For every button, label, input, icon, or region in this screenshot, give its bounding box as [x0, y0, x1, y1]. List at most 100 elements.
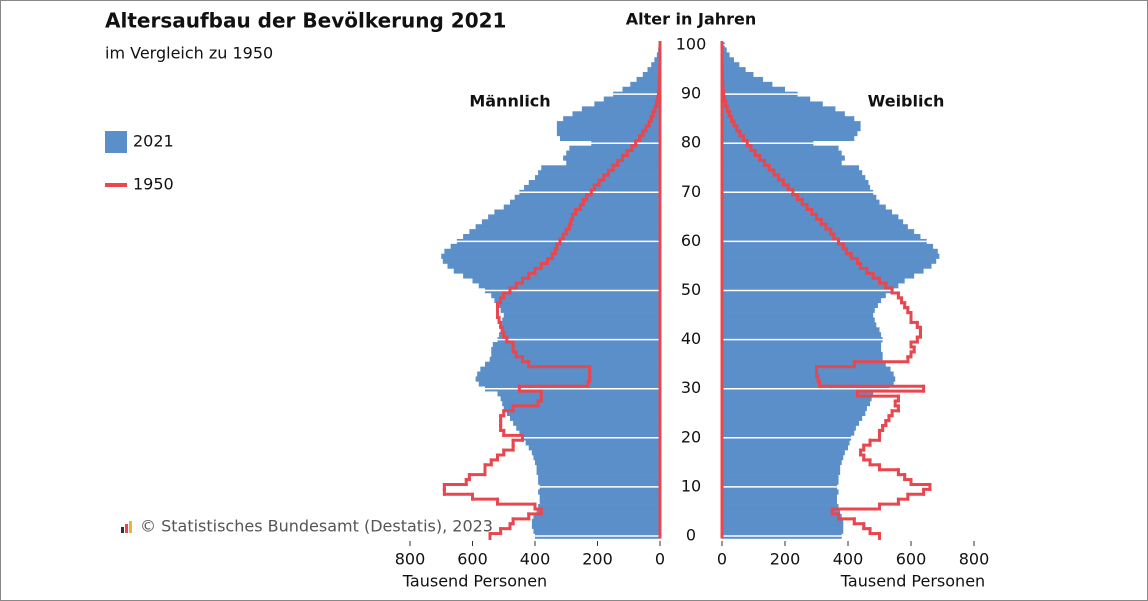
bar	[510, 199, 660, 205]
bar	[538, 504, 660, 510]
bar	[722, 361, 886, 367]
bar	[722, 175, 866, 181]
bar	[500, 396, 660, 402]
bar	[722, 346, 882, 353]
bar	[477, 371, 660, 377]
bar	[453, 268, 660, 274]
bar	[556, 130, 660, 137]
chart-title: Altersaufbau der Bevölkerung 2021	[105, 9, 506, 33]
bar	[722, 86, 785, 92]
bar	[722, 258, 937, 264]
bar	[563, 116, 660, 122]
bar	[722, 513, 842, 520]
y-tick-label: 70	[681, 182, 701, 201]
bar	[531, 523, 660, 529]
bar	[489, 356, 660, 362]
bar	[642, 72, 660, 78]
bar	[491, 292, 660, 299]
bar	[722, 180, 869, 186]
bar	[722, 62, 740, 68]
source: © Statistisches Bundesamt (Destatis), 20…	[140, 517, 493, 536]
bar	[572, 111, 660, 117]
bar	[485, 361, 660, 367]
bar	[722, 155, 845, 161]
bar	[722, 504, 839, 510]
bar	[722, 376, 896, 382]
bar	[569, 145, 660, 151]
x-tick-label: 400	[833, 550, 864, 569]
bar	[510, 415, 660, 421]
bar	[722, 479, 839, 485]
bar	[538, 479, 660, 485]
bar	[722, 57, 734, 63]
bar	[722, 194, 877, 200]
bar	[722, 450, 845, 456]
bar	[603, 96, 660, 102]
bar	[722, 366, 891, 372]
bar	[722, 234, 921, 240]
bar	[722, 410, 866, 417]
bar	[647, 67, 660, 73]
y-tick-label: 20	[681, 427, 701, 446]
bar	[472, 278, 660, 284]
bar	[722, 150, 842, 156]
bar	[541, 165, 660, 171]
bar	[722, 317, 875, 323]
bar	[722, 204, 886, 210]
female-label: Weiblich	[868, 92, 945, 111]
bar	[722, 130, 858, 137]
bar	[497, 302, 660, 308]
bar	[533, 454, 660, 461]
bar	[581, 106, 660, 112]
bar	[491, 346, 660, 353]
bar	[556, 121, 660, 127]
bar	[722, 523, 844, 529]
bar	[722, 76, 763, 83]
y-tick-label: 80	[681, 133, 701, 152]
bar	[722, 459, 842, 466]
bar	[513, 420, 660, 426]
logo	[125, 524, 128, 533]
bar	[722, 253, 940, 259]
bar	[722, 302, 878, 308]
legend-swatch	[105, 131, 127, 153]
bar	[722, 469, 841, 475]
bar	[722, 165, 860, 171]
bar	[506, 410, 660, 417]
bar	[722, 518, 844, 525]
male-label: Männlich	[469, 92, 550, 111]
legend-label: 2021	[133, 132, 174, 151]
bar	[722, 332, 882, 338]
y-axis-title: Alter in Jahren	[626, 10, 757, 29]
bar	[535, 459, 660, 466]
bar	[722, 184, 871, 191]
bar	[491, 351, 660, 358]
bar	[722, 322, 877, 328]
chart-subtitle: im Vergleich zu 1950	[105, 44, 273, 63]
bar	[722, 440, 850, 446]
bar	[516, 425, 660, 431]
bar	[531, 450, 660, 456]
bar	[722, 292, 886, 299]
x-axis-title: Tausend Personen	[402, 572, 547, 591]
bar	[722, 489, 839, 495]
y-tick-label: 40	[681, 329, 701, 348]
bar	[722, 268, 924, 274]
bar	[722, 243, 934, 250]
bar	[480, 366, 660, 372]
bar	[722, 273, 915, 279]
y-tick-label: 30	[681, 378, 701, 397]
bar	[722, 420, 860, 426]
bar	[722, 297, 882, 304]
y-tick-label: 0	[686, 526, 696, 545]
bar	[450, 243, 660, 250]
bar	[722, 81, 773, 88]
bar	[722, 248, 938, 254]
bar	[536, 469, 660, 475]
bar	[447, 263, 660, 269]
bar	[722, 160, 842, 166]
bar	[722, 371, 894, 377]
bar	[722, 199, 880, 205]
bar	[722, 494, 837, 500]
bar	[502, 400, 660, 407]
